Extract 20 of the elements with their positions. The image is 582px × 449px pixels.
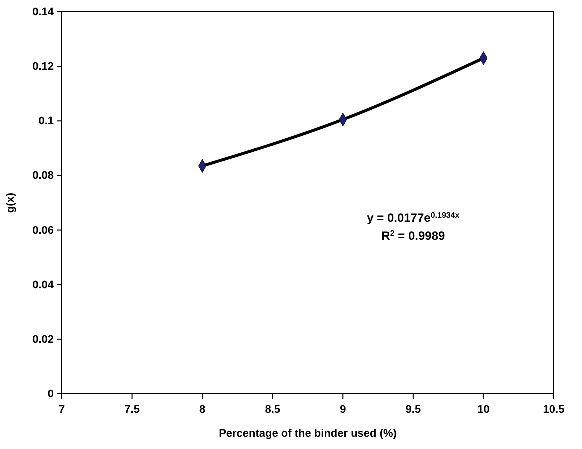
y-tick-label: 0.1: [38, 116, 54, 128]
x-tick-label: 7: [58, 404, 66, 416]
annotation: R$^{2}$ = 0.9989: [382, 228, 446, 244]
x-tick-label: 9.5: [406, 404, 422, 416]
y-tick-label: 0.06: [32, 224, 54, 237]
x-tick-label: 7.5: [124, 404, 140, 416]
x-axis-title: Percentage of the binder used (%): [219, 428, 398, 440]
annotation: y = 0.0177e$^{0.1934x}$: [367, 210, 460, 226]
y-tick-label: 0.12: [32, 61, 54, 74]
y-tick-label: 0: [48, 388, 54, 401]
x-tick-label: 10: [478, 404, 490, 416]
y-tick-label: 0.04: [32, 279, 55, 292]
x-tick-label: 9: [340, 404, 346, 416]
y-tick-label: 0.02: [32, 334, 54, 346]
x-tick-label: 8.5: [265, 404, 281, 416]
y-tick-label: 0.14: [32, 6, 55, 19]
x-tick-label: 10.5: [543, 404, 565, 416]
x-tick-label: 8: [200, 404, 206, 416]
y-axis-title: g(x): [5, 192, 17, 214]
y-tick-label: 0.08: [32, 170, 54, 182]
